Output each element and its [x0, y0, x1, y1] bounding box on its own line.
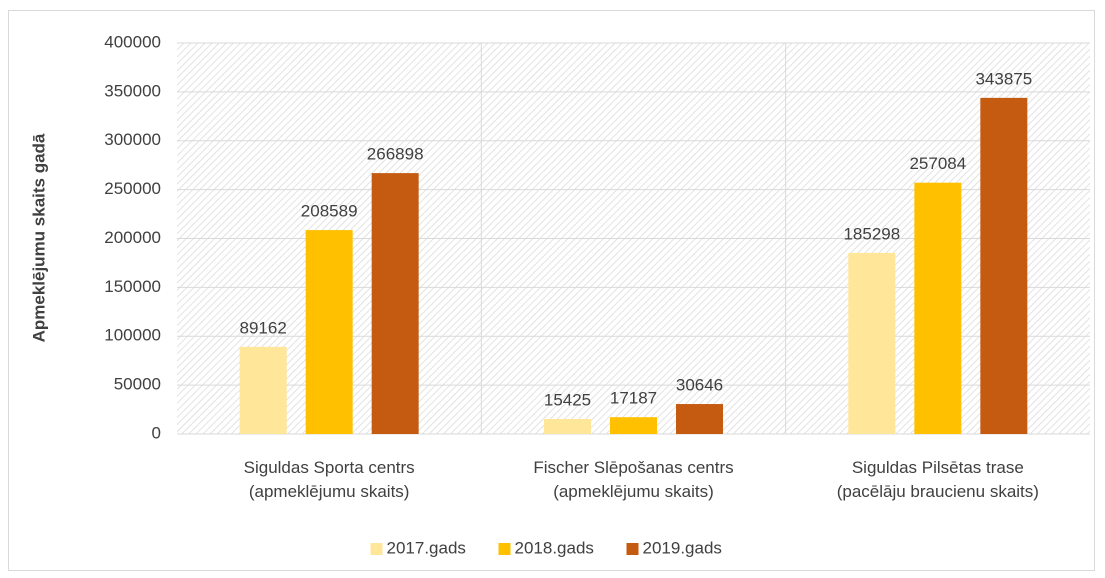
legend-swatch — [498, 543, 511, 555]
legend-label: 2018.gads — [515, 538, 594, 557]
x-tick-label: Fischer Slēpošanas centrs (apmeklējumu s… — [533, 458, 734, 501]
data-label: 266898 — [367, 145, 424, 164]
data-label: 17187 — [610, 389, 657, 408]
bar — [544, 418, 591, 434]
y-axis-title: Apmeklējumu skaits gadā — [29, 133, 48, 342]
data-label: 208589 — [301, 202, 358, 221]
x-tick-label: Siguldas Pilsētas trase (pacēlāju brauci… — [836, 458, 1039, 501]
y-tick-label: 50000 — [114, 375, 161, 394]
legend-swatch — [370, 543, 383, 555]
bar — [610, 417, 657, 434]
legend-label: 2017.gads — [387, 538, 466, 557]
y-tick-label: 300000 — [104, 130, 161, 149]
bar — [980, 97, 1028, 435]
bar — [914, 182, 962, 434]
data-label: 343875 — [975, 69, 1032, 88]
x-tick-label: Siguldas Sporta centrs (apmeklējumu skai… — [243, 458, 415, 501]
y-tick-label: 100000 — [104, 326, 161, 345]
y-tick-label: 250000 — [104, 179, 161, 198]
y-tick-label: 200000 — [104, 228, 161, 247]
data-label: 15425 — [544, 390, 591, 409]
y-tick-label: 400000 — [104, 32, 161, 51]
legend-label: 2019.gads — [643, 538, 722, 557]
bar — [676, 404, 723, 434]
data-label: 89162 — [240, 318, 287, 337]
bar — [371, 173, 419, 434]
bar — [848, 252, 896, 434]
y-tick-label: 350000 — [104, 81, 161, 100]
y-tick-label: 0 — [152, 423, 161, 442]
data-label: 185298 — [843, 224, 900, 243]
data-label: 257084 — [909, 154, 966, 173]
bar — [305, 230, 353, 434]
data-label: 30646 — [676, 376, 723, 395]
y-tick-label: 150000 — [104, 277, 161, 296]
bar — [239, 346, 287, 434]
legend-swatch — [626, 543, 639, 555]
